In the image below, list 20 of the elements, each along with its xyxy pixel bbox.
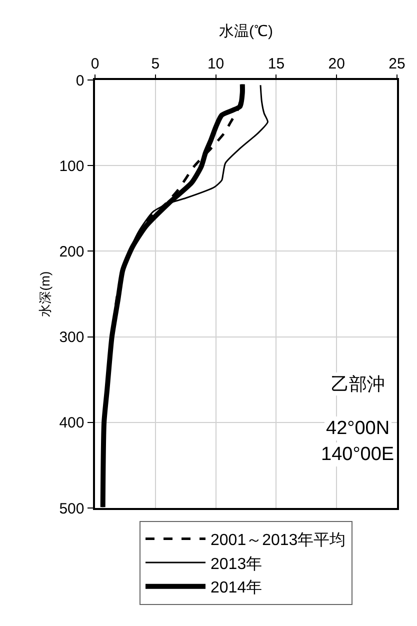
annotation: 乙部沖 bbox=[331, 374, 385, 394]
x-tick-label: 0 bbox=[90, 55, 100, 72]
x-axis-title: 水温(℃) bbox=[219, 23, 273, 40]
legend-label: 2013年 bbox=[210, 556, 262, 573]
x-tick-label: 10 bbox=[207, 55, 224, 72]
y-tick-label: 200 bbox=[59, 243, 84, 260]
x-tick-label: 25 bbox=[388, 55, 406, 72]
x-tick-label: 15 bbox=[268, 55, 285, 72]
y-tick-label: 0 bbox=[76, 72, 84, 90]
annotation: 42°00N bbox=[326, 418, 390, 439]
x-tick-label: 5 bbox=[151, 55, 160, 72]
legend-label: 2014年 bbox=[210, 580, 262, 597]
y-tick-label: 300 bbox=[59, 329, 84, 346]
x-tick-label: 20 bbox=[328, 55, 345, 72]
annotation: 140°00E bbox=[321, 444, 394, 465]
y-tick-label: 100 bbox=[59, 158, 84, 175]
legend-label: 2001～2013年平均 bbox=[210, 532, 346, 549]
y-axis-title: 水深(m) bbox=[38, 271, 53, 317]
y-tick-label: 500 bbox=[59, 500, 84, 518]
y-tick-label: 400 bbox=[59, 414, 84, 432]
